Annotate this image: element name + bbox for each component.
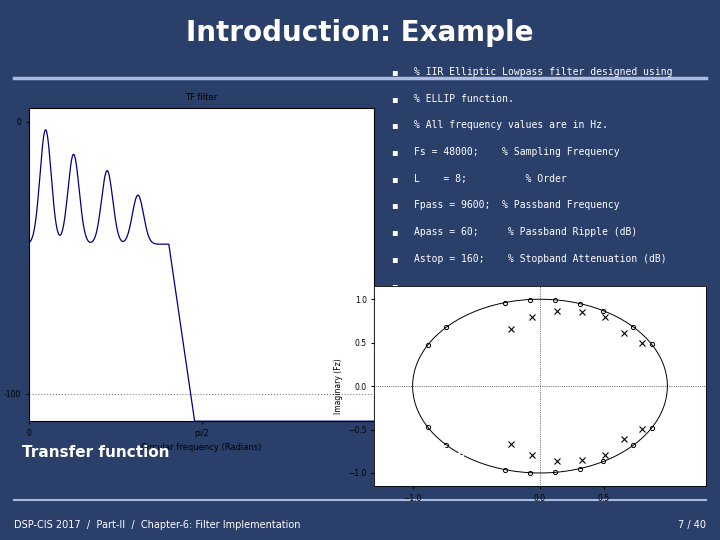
Text: Apass = 60;     % Passband Ripple (dB): Apass = 60; % Passband Ripple (dB): [414, 227, 637, 237]
Text: Transfer function: Transfer function: [22, 446, 170, 460]
Text: ▪: ▪: [392, 147, 398, 157]
Text: Poles & zeros: Poles & zeros: [386, 446, 502, 460]
Text: % All frequency values are in Hz.: % All frequency values are in Hz.: [414, 120, 608, 130]
Text: ▪: ▪: [392, 93, 398, 104]
Text: Introduction: Example: Introduction: Example: [186, 19, 534, 47]
Text: ▪: ▪: [392, 67, 398, 77]
Text: DSP-CIS 2017  /  Part-II  /  Chapter-6: Filter Implementation: DSP-CIS 2017 / Part-II / Chapter-6: Filt…: [14, 521, 301, 530]
Text: ▪: ▪: [392, 120, 398, 130]
Y-axis label: Imaginary (Fz): Imaginary (Fz): [333, 358, 343, 414]
Text: ▪: ▪: [392, 200, 398, 211]
Text: 7 / 40: 7 / 40: [678, 521, 706, 530]
Title: TF filter: TF filter: [186, 93, 217, 102]
Text: ▪: ▪: [392, 227, 398, 237]
Text: % ELLIP function.: % ELLIP function.: [414, 93, 514, 104]
Text: ▪: ▪: [392, 281, 398, 291]
Text: ▪: ▪: [392, 174, 398, 184]
Text: ▪: ▪: [392, 254, 398, 264]
Text: Fs = 48000;    % Sampling Frequency: Fs = 48000; % Sampling Frequency: [414, 147, 620, 157]
Text: Astop = 160;    % Stopband Attenuation (dB): Astop = 160; % Stopband Attenuation (dB): [414, 254, 667, 264]
Text: L    = 8;          % Order: L = 8; % Order: [414, 174, 567, 184]
Text: Fpass = 9600;  % Passband Frequency: Fpass = 9600; % Passband Frequency: [414, 200, 620, 211]
X-axis label: Circular frequency (Radians): Circular frequency (Radians): [141, 443, 262, 453]
Text: % IIR Elliptic Lowpass filter designed using: % IIR Elliptic Lowpass filter designed u…: [414, 67, 672, 77]
